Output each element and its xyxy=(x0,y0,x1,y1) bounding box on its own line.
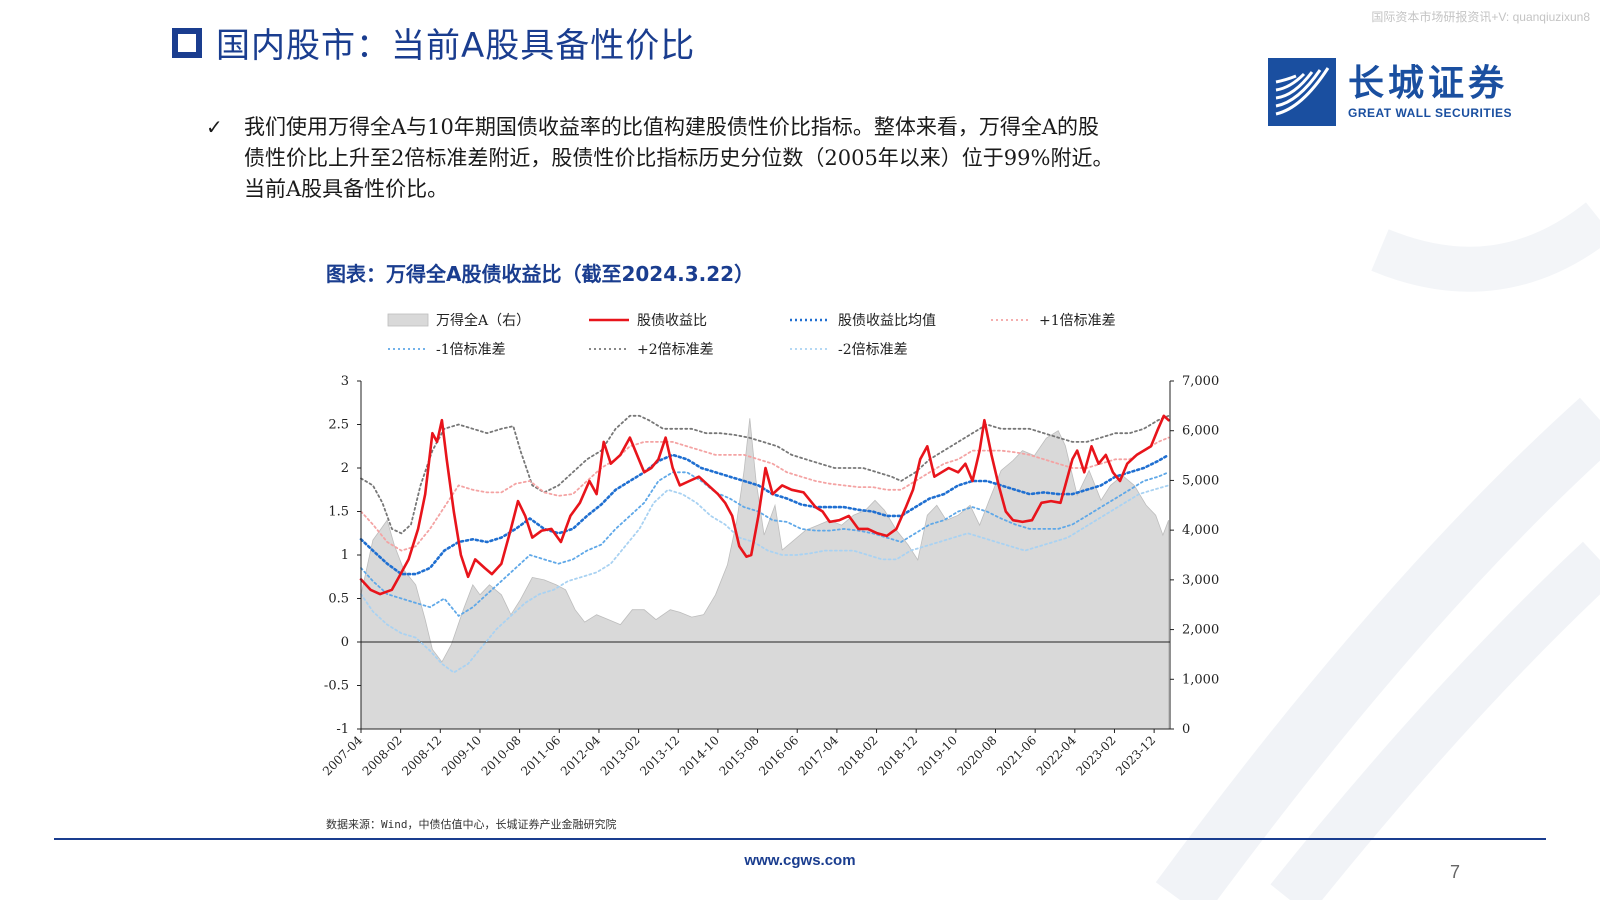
y-right-tick-label: 4,000 xyxy=(1182,523,1219,538)
y-left-tick-label: -0.5 xyxy=(324,679,349,694)
series-line xyxy=(360,436,1170,552)
summary-line: 当前A股具备性价比。 xyxy=(244,177,449,201)
y-left-tick-label: -1 xyxy=(336,722,349,737)
x-tick-label: 2023-02 xyxy=(1073,733,1118,778)
y-left-tick-label: 2.5 xyxy=(328,418,349,433)
x-tick-label: 2020-08 xyxy=(954,733,999,778)
y-right-tick-label: 3,000 xyxy=(1182,573,1219,588)
x-tick-label: 2019-10 xyxy=(915,733,960,778)
footer-divider xyxy=(54,838,1546,840)
x-tick-label: 2017-04 xyxy=(796,733,841,778)
series-line xyxy=(360,471,1170,617)
checkmark-icon: ✓ xyxy=(206,115,223,139)
logo-chinese-name: 长城证券 xyxy=(1348,63,1509,104)
series-line xyxy=(360,414,1170,535)
y-left-tick-label: 0 xyxy=(341,635,349,650)
y-right-tick-label: 7,000 xyxy=(1182,374,1219,389)
legend-label: +2倍标准差 xyxy=(637,342,714,358)
y-right-tick-label: 0 xyxy=(1182,722,1190,737)
y-left-tick-label: 3 xyxy=(341,374,349,389)
page-number: 7 xyxy=(1450,862,1461,882)
y-right-tick-label: 1,000 xyxy=(1182,672,1219,687)
legend-swatch-area xyxy=(387,313,429,327)
x-tick-label: 2023-12 xyxy=(1113,733,1158,778)
series-line xyxy=(359,414,1170,596)
series-area-wind-a xyxy=(360,418,1169,730)
y-left-tick-label: 1.5 xyxy=(328,505,349,520)
y-right-tick-label: 5,000 xyxy=(1182,473,1219,488)
x-tick-label: 2022-04 xyxy=(1034,733,1079,778)
slide-title: 国内股市：当前A股具备性价比 xyxy=(216,26,696,66)
y-left-tick-label: 1 xyxy=(341,548,349,563)
legend-label: 股债收益比 xyxy=(637,313,707,329)
summary-line: 我们使用万得全A与10年期国债收益率的比值构建股债性价比指标。整体来看，万得全A… xyxy=(244,115,1100,139)
summary-text: 我们使用万得全A与10年期国债收益率的比值构建股债性价比指标。整体来看，万得全A… xyxy=(244,112,1113,205)
great-wall-logo-icon xyxy=(1268,58,1336,126)
legend-label: -2倍标准差 xyxy=(838,342,908,358)
x-tick-label: 2012-04 xyxy=(558,733,603,778)
data-source: 数据来源：Wind，中债估值中心，长城证券产业金融研究院 xyxy=(326,818,617,831)
x-tick-label: 2007-04 xyxy=(320,733,365,778)
x-tick-label: 2009-10 xyxy=(439,733,484,778)
x-tick-label: 2008-02 xyxy=(360,733,405,778)
x-tick-label: 2015-08 xyxy=(717,733,762,778)
slide-title-row: 国内股市：当前A股具备性价比 xyxy=(172,18,695,67)
y-left-tick-label: 0.5 xyxy=(328,592,349,607)
watermark: 国际资本市场研报资讯+V: quanqiuzixun8 xyxy=(1371,10,1590,24)
summary-line: 债性价比上升至2倍标准差附近，股债性价比指标历史分位数（2005年以来）位于99… xyxy=(244,146,1114,170)
x-tick-label: 2021-06 xyxy=(994,733,1039,778)
x-tick-label: 2014-10 xyxy=(677,733,722,778)
y-left-tick-label: 2 xyxy=(341,461,349,476)
x-tick-label: 2008-12 xyxy=(399,733,444,778)
x-tick-label: 2016-06 xyxy=(756,733,801,778)
x-tick-label: 2018-12 xyxy=(875,733,920,778)
x-tick-label: 2013-02 xyxy=(598,733,643,778)
summary-bullet: ✓ 我们使用万得全A与10年期国债收益率的比值构建股债性价比指标。整体来看，万得… xyxy=(206,112,1266,205)
chart-title: 图表：万得全A股债收益比（截至2024.3.22） xyxy=(326,262,755,286)
x-tick-label: 2010-08 xyxy=(479,733,524,778)
legend-label: +1倍标准差 xyxy=(1039,313,1116,329)
title-square-icon xyxy=(172,27,202,58)
legend-label: -1倍标准差 xyxy=(436,342,506,358)
footer-url[interactable]: www.cgws.com xyxy=(744,852,856,869)
series-line xyxy=(360,484,1170,674)
legend-label: 股债收益比均值 xyxy=(838,313,936,329)
logo-english-name: GREAT WALL SECURITIES xyxy=(1348,106,1513,120)
x-tick-label: 2011-06 xyxy=(518,733,563,778)
legend-label: 万得全A（右） xyxy=(436,312,530,329)
y-right-tick-label: 6,000 xyxy=(1182,424,1219,439)
x-tick-label: 2013-12 xyxy=(637,733,682,778)
x-tick-label: 2018-02 xyxy=(835,733,880,778)
y-right-tick-label: 2,000 xyxy=(1182,623,1219,638)
series-line xyxy=(359,453,1170,576)
company-logo: 长城证券 GREAT WALL SECURITIES xyxy=(1268,58,1512,126)
